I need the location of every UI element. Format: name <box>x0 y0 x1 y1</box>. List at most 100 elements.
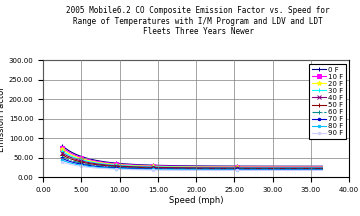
40 F <box>68 156 73 159</box>
50 F <box>220 167 225 170</box>
40 F <box>66 155 70 157</box>
0 F <box>206 165 211 167</box>
40 F <box>156 166 160 169</box>
90 F <box>94 167 98 169</box>
10 F <box>235 165 239 168</box>
40 F <box>220 167 225 169</box>
10 F <box>163 165 168 167</box>
0 F <box>249 165 253 167</box>
0 F <box>145 164 150 166</box>
30 F <box>249 166 253 169</box>
90 F <box>104 167 108 170</box>
80 F <box>104 167 108 169</box>
20 F <box>249 166 253 168</box>
90 F <box>63 162 67 164</box>
50 F <box>125 166 129 168</box>
10 F <box>77 155 81 158</box>
60 F <box>249 168 253 170</box>
50 F <box>145 167 150 169</box>
80 F <box>192 168 196 171</box>
Line: 30 F: 30 F <box>60 149 325 170</box>
10 F <box>263 165 267 168</box>
0 F <box>130 163 134 166</box>
90 F <box>88 166 93 169</box>
20 F <box>83 159 87 161</box>
80 F <box>77 164 81 166</box>
60 F <box>60 155 64 158</box>
60 F <box>63 157 67 159</box>
50 F <box>292 167 296 170</box>
60 F <box>130 167 134 169</box>
70 F <box>263 168 267 171</box>
80 F <box>83 165 87 167</box>
90 F <box>249 169 253 172</box>
0 F <box>292 165 296 167</box>
50 F <box>278 167 282 170</box>
70 F <box>71 161 75 164</box>
70 F <box>130 167 134 170</box>
50 F <box>156 167 160 169</box>
40 F <box>94 162 98 165</box>
40 F <box>306 167 310 169</box>
90 F <box>71 164 75 166</box>
10 F <box>94 160 98 162</box>
90 F <box>120 168 124 171</box>
70 F <box>88 164 93 167</box>
50 F <box>99 164 103 167</box>
30 F <box>109 164 113 166</box>
20 F <box>145 165 150 167</box>
30 F <box>120 164 124 167</box>
60 F <box>220 168 225 170</box>
30 F <box>150 165 155 168</box>
30 F <box>192 166 196 169</box>
50 F <box>66 156 70 159</box>
80 F <box>74 163 78 166</box>
80 F <box>130 168 134 170</box>
70 F <box>220 168 225 171</box>
50 F <box>140 166 144 169</box>
Line: 10 F: 10 F <box>60 145 325 169</box>
20 F <box>114 163 118 166</box>
20 F <box>94 161 98 163</box>
90 F <box>79 165 84 168</box>
60 F <box>66 158 70 160</box>
30 F <box>74 157 78 159</box>
80 F <box>66 161 70 164</box>
50 F <box>192 167 196 170</box>
60 F <box>99 165 103 167</box>
40 F <box>63 153 67 156</box>
90 F <box>74 164 78 167</box>
20 F <box>74 156 78 158</box>
10 F <box>114 163 118 165</box>
50 F <box>235 167 239 170</box>
40 F <box>163 166 168 169</box>
0 F <box>140 164 144 166</box>
60 F <box>192 168 196 170</box>
60 F <box>77 161 81 164</box>
70 F <box>74 162 78 164</box>
30 F <box>68 155 73 157</box>
80 F <box>79 164 84 167</box>
50 F <box>163 167 168 169</box>
60 F <box>306 168 310 170</box>
90 F <box>140 168 144 171</box>
20 F <box>156 165 160 168</box>
20 F <box>130 164 134 167</box>
80 F <box>109 167 113 170</box>
40 F <box>140 166 144 168</box>
80 F <box>114 167 118 170</box>
0 F <box>235 165 239 167</box>
Legend: 0 F, 10 F, 20 F, 30 F, 40 F, 50 F, 60 F, 70 F, 80 F, 90 F: 0 F, 10 F, 20 F, 30 F, 40 F, 50 F, 60 F,… <box>309 64 346 139</box>
90 F <box>178 169 182 172</box>
30 F <box>88 161 93 163</box>
40 F <box>99 163 103 166</box>
60 F <box>125 166 129 169</box>
50 F <box>114 165 118 168</box>
40 F <box>235 167 239 169</box>
90 F <box>60 161 64 163</box>
40 F <box>135 166 139 168</box>
90 F <box>235 169 239 172</box>
70 F <box>77 162 81 165</box>
80 F <box>99 166 103 169</box>
20 F <box>125 164 129 167</box>
